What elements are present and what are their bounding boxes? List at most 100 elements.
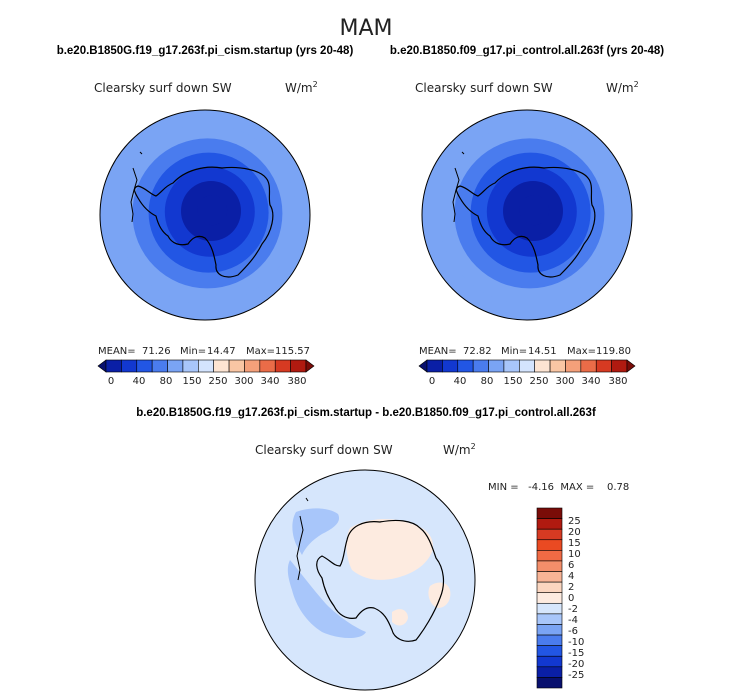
cbar-diff-tick: -6 bbox=[568, 626, 578, 637]
panel-left-colorbar bbox=[97, 359, 315, 373]
colorbar-swatch bbox=[611, 359, 628, 373]
colorbar-swatch bbox=[536, 592, 563, 604]
panel-diff-field bbox=[255, 470, 475, 690]
panel-right-colorbar-ticks: 0 40 80 150 250 300 340 380 bbox=[429, 376, 628, 387]
cbar-diff-tick: -15 bbox=[568, 648, 584, 659]
cbar-right-tick: 40 bbox=[454, 376, 467, 387]
cbar-left-tick: 0 bbox=[108, 376, 114, 387]
colorbar-swatch bbox=[626, 359, 636, 373]
panel-diff-colorbar bbox=[536, 507, 563, 689]
colorbar-swatch bbox=[536, 613, 563, 625]
panel-left-map-border bbox=[99, 109, 311, 321]
panel-right-max-label: Max= bbox=[567, 346, 596, 357]
colorbar-swatch bbox=[565, 359, 582, 373]
field-contour-band bbox=[519, 195, 550, 226]
diff-field-negative-region bbox=[287, 560, 366, 638]
colorbar-swatch bbox=[426, 359, 443, 373]
panel-right-case-title: b.e20.B1850.f09_g17.pi_control.all.263f … bbox=[390, 45, 664, 57]
cbar-diff-tick: 6 bbox=[568, 560, 574, 571]
colorbar-swatch bbox=[536, 655, 563, 668]
difference-title: b.e20.B1850G.f19_g17.263f.pi_cism.startu… bbox=[136, 407, 596, 419]
colorbar-swatch bbox=[259, 359, 276, 373]
panel-left-field bbox=[100, 110, 310, 320]
colorbar-swatch bbox=[472, 359, 489, 373]
panel-left-min-label: Min= bbox=[180, 346, 206, 357]
cbar-diff-tick: 4 bbox=[568, 571, 574, 582]
cbar-left-tick: 300 bbox=[234, 376, 253, 387]
cbar-diff-tick: 25 bbox=[568, 516, 581, 527]
cbar-diff-tick: -4 bbox=[568, 615, 578, 626]
panel-left-min-value: 14.47 bbox=[207, 346, 236, 357]
cbar-left-tick: 150 bbox=[182, 376, 201, 387]
diff-field-negative-region bbox=[292, 508, 340, 555]
cbar-left-tick: 250 bbox=[208, 376, 227, 387]
colorbar-swatch bbox=[536, 634, 563, 646]
panel-diff-colorbar-ticks: 25 20 15 10 6 4 2 0 -2 -4 -6 -10 -15 -20… bbox=[568, 516, 584, 681]
season-title: MAM bbox=[339, 16, 392, 41]
panel-left-max-label: Max= bbox=[246, 346, 275, 357]
diff-field-positive-region bbox=[428, 582, 451, 608]
panel-diff-antarctica-coastline bbox=[316, 519, 445, 642]
colorbar-swatch bbox=[519, 359, 535, 373]
colorbar-swatch bbox=[488, 359, 505, 373]
colorbar-swatch bbox=[536, 528, 563, 541]
colorbar-swatch bbox=[228, 359, 245, 373]
cbar-left-tick: 40 bbox=[133, 376, 146, 387]
panel-left-case-title: b.e20.B1850G.f19_g17.263f.pi_cism.startu… bbox=[57, 45, 354, 57]
panel-right-variable-label: Clearsky surf down SW bbox=[415, 81, 553, 95]
cbar-right-tick: 250 bbox=[529, 376, 548, 387]
colorbar-swatch bbox=[457, 359, 474, 373]
cbar-diff-tick: -25 bbox=[568, 670, 584, 681]
colorbar-swatch bbox=[418, 359, 428, 373]
panel-right-max-value: 119.80 bbox=[596, 346, 631, 357]
panel-diff-min-max: MIN = -4.16 MAX = 0.78 bbox=[488, 482, 629, 493]
cbar-left-tick: 340 bbox=[260, 376, 279, 387]
cbar-diff-tick: -20 bbox=[568, 659, 584, 670]
field-contour-band bbox=[197, 195, 228, 226]
colorbar-swatch bbox=[536, 677, 563, 689]
panel-left-mean-value: 71.26 bbox=[142, 346, 171, 357]
cbar-diff-tick: 2 bbox=[568, 582, 574, 593]
panel-diff-variable-label: Clearsky surf down SW bbox=[255, 443, 393, 457]
panel-right-map-border bbox=[421, 109, 633, 321]
cbar-left-tick: 380 bbox=[287, 376, 306, 387]
panel-left-variable-label: Clearsky surf down SW bbox=[94, 81, 232, 95]
panel-left-units: W/m2 bbox=[285, 80, 318, 95]
colorbar-swatch bbox=[97, 359, 107, 373]
panel-diff-map-border bbox=[254, 469, 476, 691]
colorbar-swatch bbox=[274, 359, 291, 373]
colorbar-swatch bbox=[290, 359, 307, 373]
panel-right-mean-value: 72.82 bbox=[463, 346, 492, 357]
colorbar-swatch bbox=[536, 571, 563, 583]
colorbar-swatch bbox=[105, 359, 122, 373]
panel-diff-units: W/m2 bbox=[443, 442, 476, 457]
colorbar-swatch bbox=[182, 359, 199, 373]
colorbar-swatch bbox=[536, 581, 563, 594]
panel-left: b.e20.B1850G.f19_g17.263f.pi_cism.startu… bbox=[57, 45, 354, 387]
colorbar-swatch bbox=[151, 359, 168, 373]
colorbar-swatch bbox=[198, 359, 214, 373]
panel-right-units: W/m2 bbox=[606, 80, 639, 95]
colorbar-swatch bbox=[121, 359, 138, 373]
cbar-left-tick: 80 bbox=[160, 376, 173, 387]
colorbar-swatch bbox=[305, 359, 315, 373]
cbar-diff-tick: -2 bbox=[568, 604, 578, 615]
colorbar-swatch bbox=[213, 359, 230, 373]
colorbar-swatch bbox=[536, 666, 563, 678]
panel-right-min-label: Min= bbox=[501, 346, 527, 357]
cbar-diff-tick: 10 bbox=[568, 549, 581, 560]
colorbar-swatch bbox=[580, 359, 597, 373]
colorbar-swatch bbox=[503, 359, 520, 373]
colorbar-swatch bbox=[536, 550, 563, 562]
cbar-right-tick: 300 bbox=[555, 376, 574, 387]
cbar-diff-tick: 15 bbox=[568, 538, 581, 549]
colorbar-swatch bbox=[244, 359, 261, 373]
cbar-diff-tick: -10 bbox=[568, 637, 584, 648]
cbar-right-tick: 340 bbox=[581, 376, 600, 387]
cbar-diff-tick: 20 bbox=[568, 527, 581, 538]
colorbar-swatch bbox=[536, 645, 563, 657]
panel-difference: b.e20.B1850G.f19_g17.263f.pi_cism.startu… bbox=[136, 407, 629, 691]
panel-right-mean-label: MEAN= bbox=[419, 346, 457, 357]
cbar-diff-tick: 0 bbox=[568, 593, 574, 604]
